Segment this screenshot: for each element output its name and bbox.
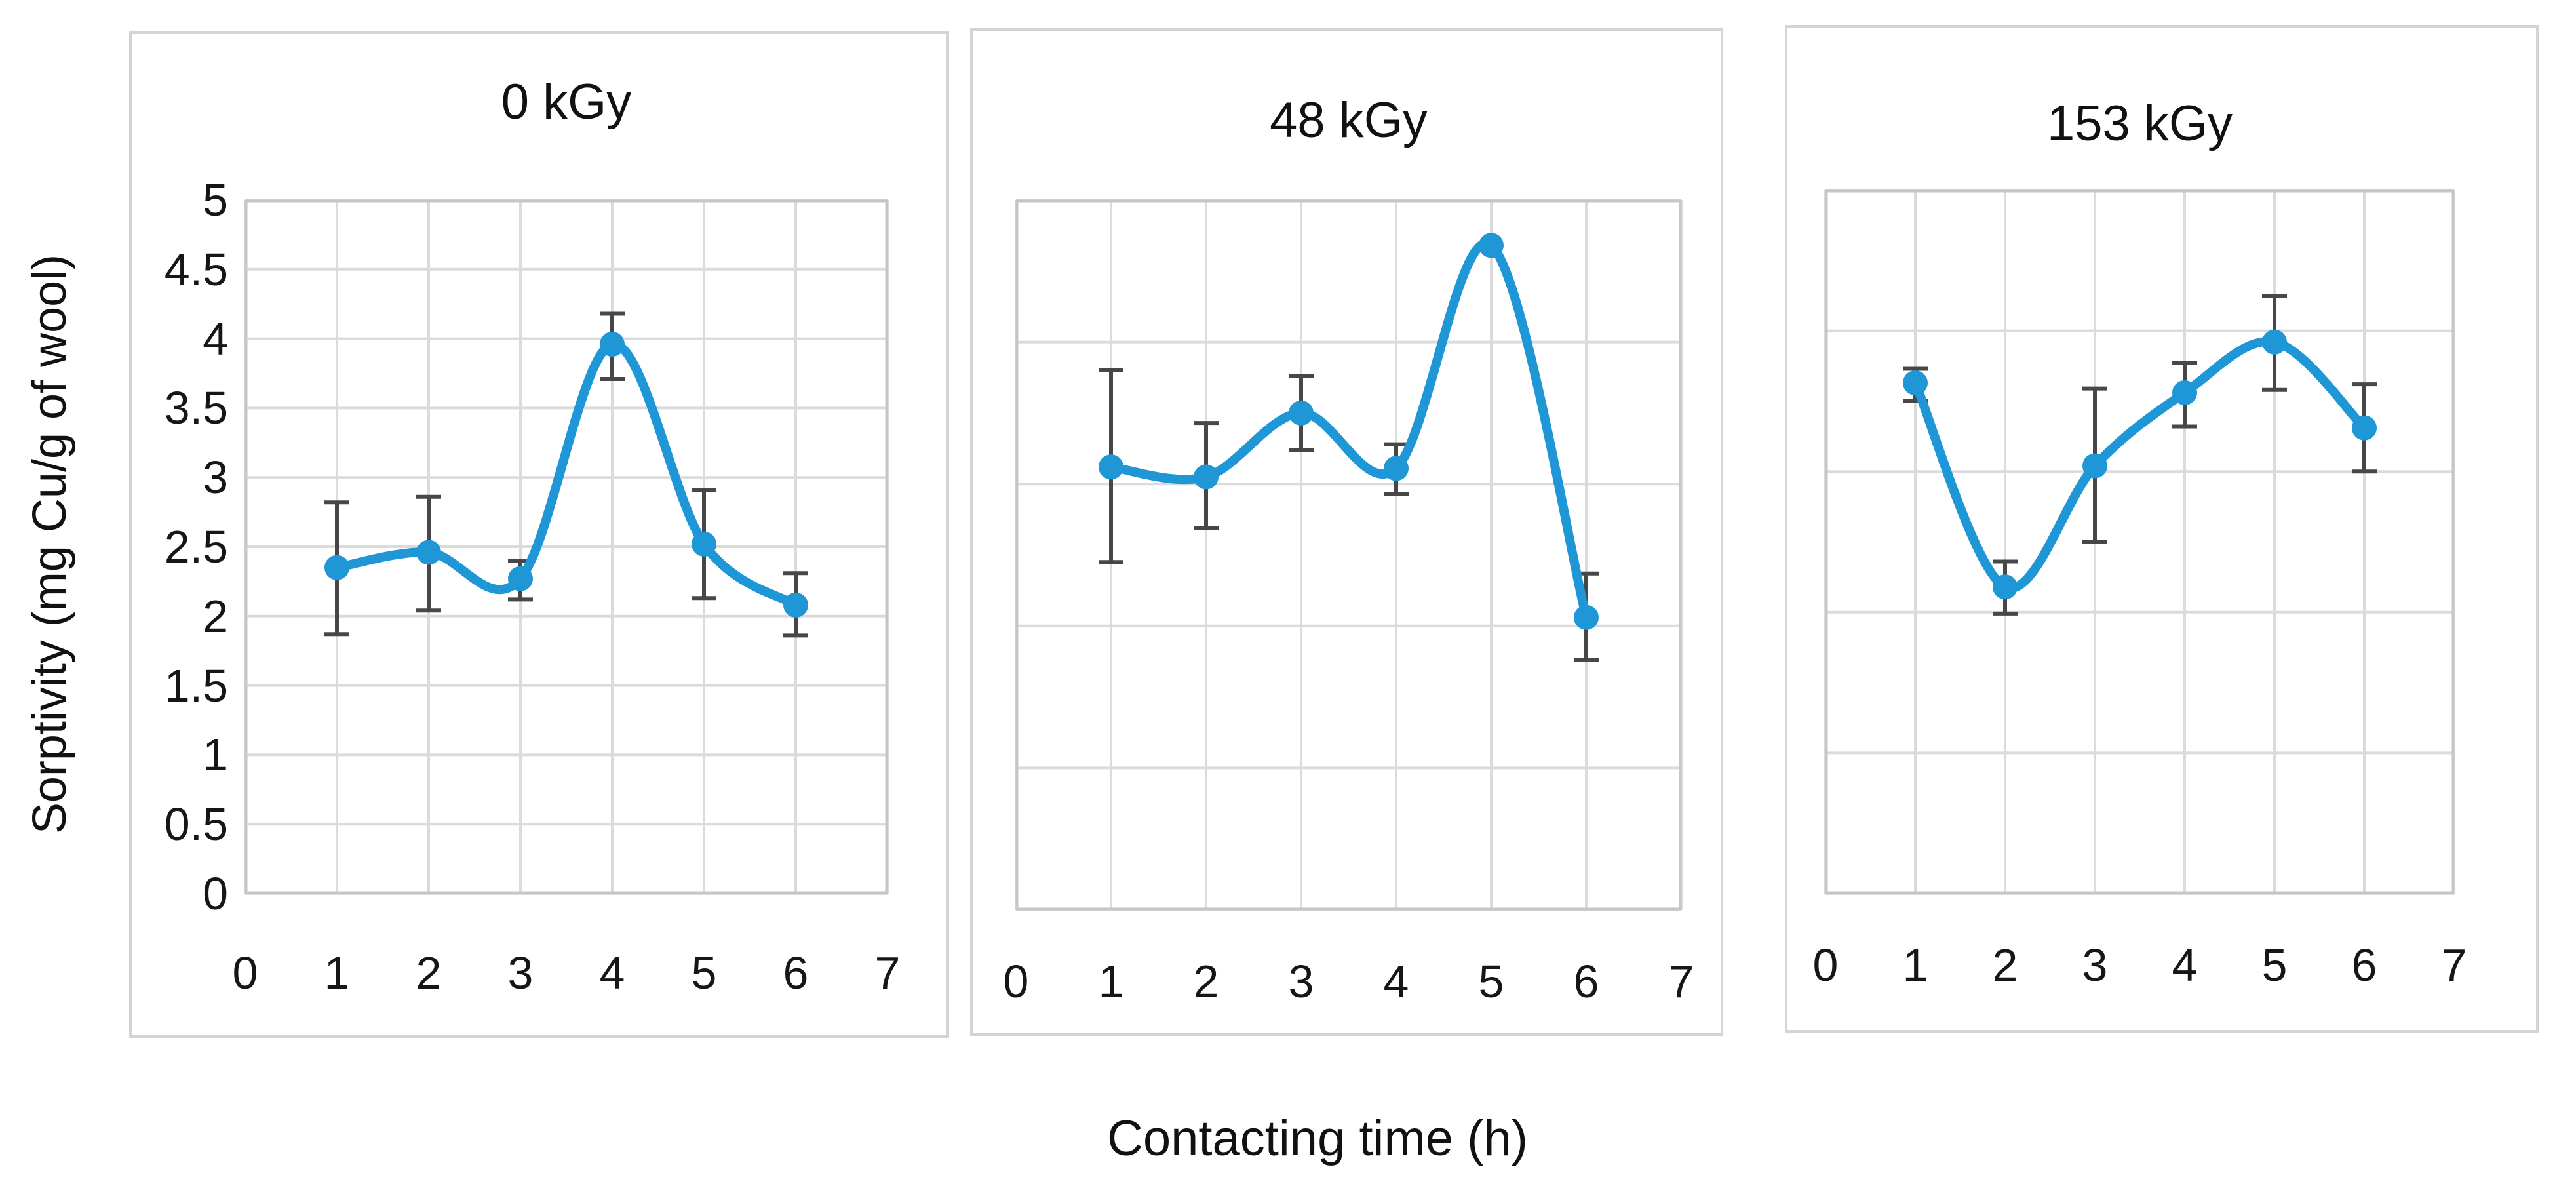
x-tick-label: 3 — [2082, 940, 2108, 991]
line-chart-svg — [244, 199, 889, 895]
y-tick-label: 2.5 — [164, 521, 228, 572]
chart-panel-153kgy: 153 kGy 0 1 2 3 4 5 6 7 — [1785, 25, 2539, 1033]
chart-panel-48kgy: 48 kGy 0 1 2 3 4 5 6 7 — [970, 28, 1723, 1036]
line-chart-svg — [1015, 199, 1683, 911]
plot-area — [244, 199, 889, 895]
y-tick-label: 3.5 — [164, 382, 228, 434]
x-tick-label: 0 — [232, 947, 258, 999]
x-tick-label: 2 — [1992, 940, 2018, 991]
error-bars — [1903, 294, 2377, 616]
gridlines — [1824, 189, 2455, 895]
x-tick-label: 1 — [1902, 940, 1928, 991]
x-tick-label: 5 — [1478, 956, 1504, 1007]
gridlines — [244, 199, 889, 895]
x-tick-label: 4 — [2172, 940, 2198, 991]
y-tick-label: 0 — [203, 868, 228, 919]
chart-panel-0kgy: 0 kGy 0 1 2 3 4 5 6 7 5 4.5 4 3.5 3 2.5 2 1.5 1 0.5 0 — [129, 31, 949, 1038]
x-tick-label: 0 — [1812, 940, 1839, 991]
x-axis-title: Contacting time (h) — [1106, 1111, 1529, 1166]
plot-area — [1824, 189, 2455, 895]
x-tick-label: 0 — [1003, 956, 1029, 1007]
x-tick-label: 6 — [1573, 956, 1599, 1007]
x-tick-label: 1 — [1098, 956, 1124, 1007]
series-line — [1106, 239, 1591, 622]
plot-border — [1825, 189, 2455, 894]
x-tick-label: 7 — [2441, 940, 2467, 991]
plot-area — [1015, 199, 1683, 911]
chart-title: 0 kGy — [501, 74, 632, 130]
x-tick-label: 3 — [507, 947, 534, 999]
plot-border — [1015, 199, 1682, 911]
x-tick-label: 6 — [2351, 940, 2377, 991]
error-bars — [324, 311, 808, 638]
x-tick-label: 6 — [783, 947, 809, 999]
x-tick-label: 1 — [324, 947, 350, 999]
y-axis-title: Sorptivity (mg Cu/g of wool) — [24, 254, 76, 835]
x-tick-label: 7 — [874, 947, 901, 999]
x-tick-label: 2 — [416, 947, 442, 999]
line-chart-svg — [1824, 189, 2455, 895]
chart-title: 48 kGy — [1270, 92, 1428, 148]
chart-title: 153 kGy — [2046, 96, 2233, 151]
error-bars — [1099, 368, 1599, 662]
series-line — [1911, 336, 2369, 593]
x-tick-label: 2 — [1193, 956, 1219, 1007]
plot-border — [244, 199, 888, 894]
y-tick-label: 5 — [203, 174, 228, 226]
series-markers — [1099, 233, 1599, 630]
y-tick-label: 1 — [203, 729, 228, 781]
series-markers — [324, 332, 808, 618]
x-tick-label: 4 — [1383, 956, 1409, 1007]
gridlines — [1015, 199, 1683, 911]
y-tick-label: 1.5 — [164, 660, 228, 711]
x-tick-label: 4 — [599, 947, 625, 999]
x-tick-label: 3 — [1288, 956, 1314, 1007]
series-markers — [1903, 329, 2377, 600]
y-tick-label: 2 — [203, 590, 228, 642]
y-tick-label: 3 — [203, 452, 228, 504]
x-tick-label: 5 — [691, 947, 717, 999]
series-line — [332, 340, 800, 610]
y-tick-label: 4 — [203, 313, 228, 365]
x-tick-label: 5 — [2261, 940, 2288, 991]
y-tick-label: 4.5 — [164, 243, 228, 295]
y-tick-label: 0.5 — [164, 799, 228, 850]
x-tick-label: 7 — [1668, 956, 1694, 1007]
